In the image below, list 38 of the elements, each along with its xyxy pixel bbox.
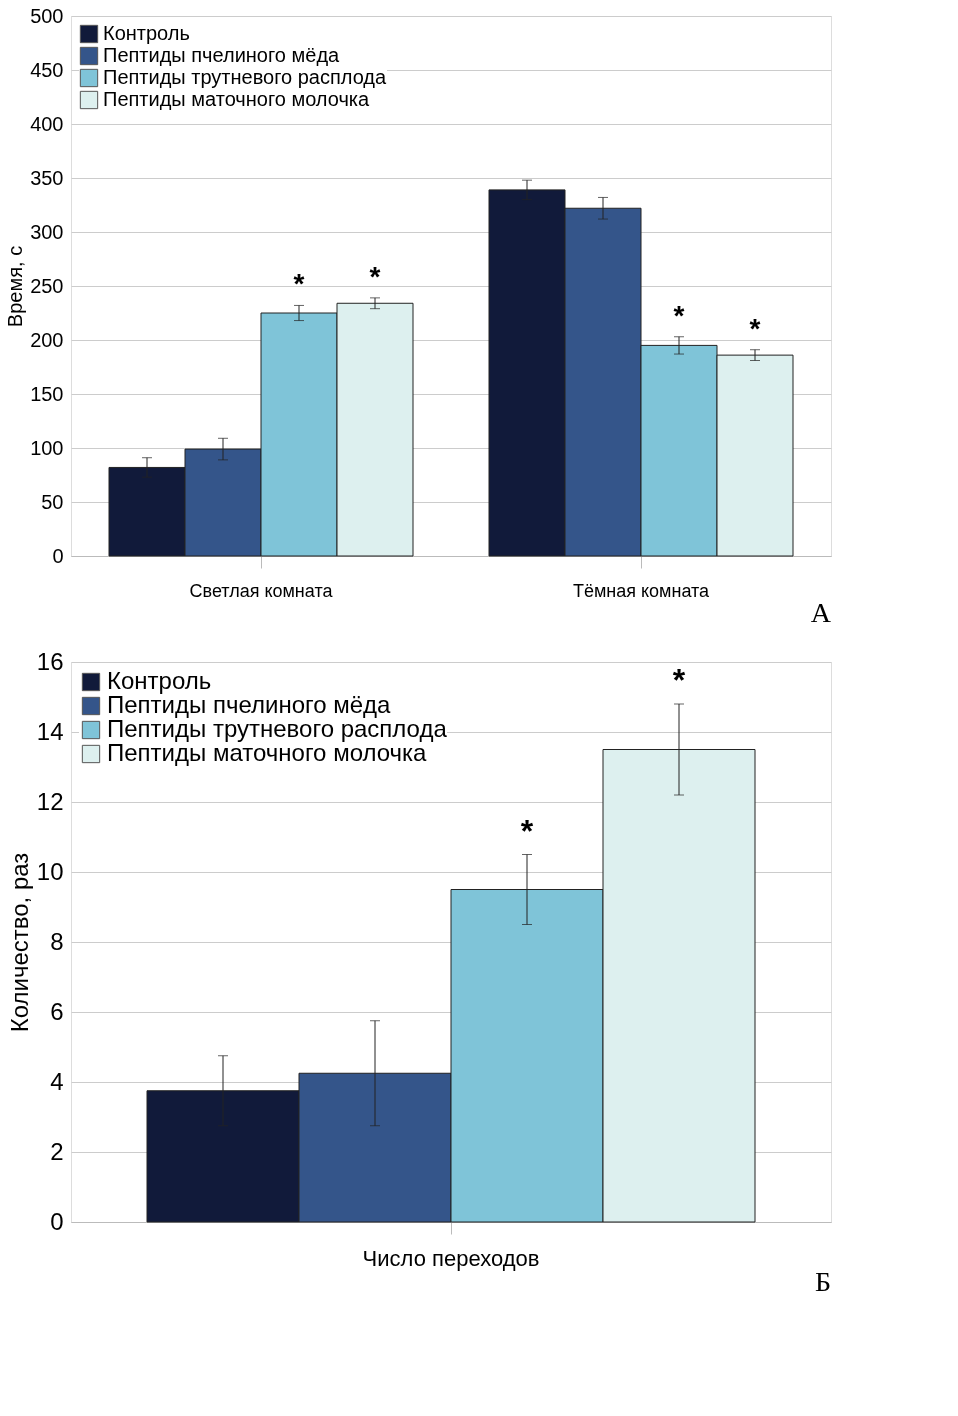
text: Б xyxy=(814,1266,831,1297)
y-tick-label: 16 xyxy=(36,647,64,675)
data-label: * xyxy=(369,260,381,292)
x-tick-label: Светлая комната xyxy=(189,580,334,601)
y-tick-label: 4 xyxy=(50,1067,64,1095)
legend-label: Пептиды пчелиного мёда xyxy=(103,44,341,66)
y-tick-label: 6 xyxy=(50,997,64,1025)
x-tick-label: Тёмная комната xyxy=(572,580,711,601)
y-tick-label: 350 xyxy=(30,166,64,189)
y-tick-label: 14 xyxy=(36,717,64,745)
y-tick-label: 12 xyxy=(36,787,64,815)
legend-label: Пептиды трутневого расплода xyxy=(103,66,388,88)
y-tick-label: 8 xyxy=(50,927,64,955)
x-tick-label: Число переходов xyxy=(362,1245,540,1271)
legend-label: Пептиды маточного молочка xyxy=(103,88,371,110)
data-label: * xyxy=(673,299,685,331)
text: А xyxy=(810,597,832,628)
legend-label: Контроль xyxy=(103,22,190,44)
y-axis-title: Время, с xyxy=(4,245,27,328)
y-tick-label: 300 xyxy=(30,220,64,243)
data-label: * xyxy=(293,268,305,300)
y-tick-label: 2 xyxy=(50,1137,64,1165)
y-tick-label: 10 xyxy=(36,857,64,885)
y-tick-label: 250 xyxy=(30,274,64,297)
legend-label: Контроль xyxy=(107,667,212,694)
data-label: * xyxy=(520,812,534,849)
y-tick-label: 200 xyxy=(30,328,64,351)
y-tick-label: 500 xyxy=(30,4,64,27)
data-label: * xyxy=(672,662,686,698)
y-tick-label: 150 xyxy=(30,382,64,405)
y-tick-label: 0 xyxy=(50,1207,64,1235)
y-tick-label: 400 xyxy=(30,112,64,135)
y-tick-label: 50 xyxy=(41,490,64,513)
y-tick-label: 0 xyxy=(52,544,64,567)
y-tick-label: 450 xyxy=(30,58,64,81)
y-tick-label: 100 xyxy=(30,436,64,459)
data-label: * xyxy=(749,312,761,344)
y-axis-title: Количество, раз xyxy=(5,852,33,1033)
